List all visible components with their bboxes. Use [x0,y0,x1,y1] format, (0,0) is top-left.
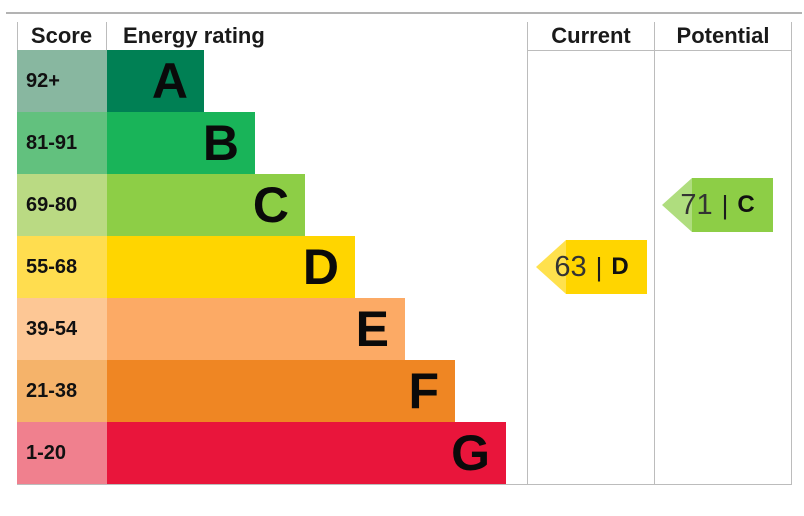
band-letter: C [252,177,289,233]
band-letter: G [451,425,490,481]
band-bar-g: G [107,422,506,484]
column-header-energy-rating: Energy rating [123,23,265,48]
potential-band-letter: C [737,191,755,218]
band-bar-e: E [107,298,405,360]
current-score-value: 63 [554,250,587,283]
current-rating-text: 63 | D [536,240,647,294]
score-cell: 39-54 [17,298,107,360]
band-rows: 92+ A 81-91 B 69-80 C 55-68 D 39-54 E 21… [17,50,528,484]
grid-line [654,22,655,484]
band-row-c: 69-80 C [17,174,528,236]
band-letter: B [202,115,239,171]
band-bar-c: C [107,174,305,236]
score-cell: 81-91 [17,112,107,174]
rating-separator: | [721,189,729,220]
grid-line [791,22,792,484]
grid-line [17,22,18,50]
band-row-f: 21-38 F [17,360,528,422]
rating-separator: | [595,251,603,282]
score-cell: 55-68 [17,236,107,298]
band-row-g: 1-20 G [17,422,528,484]
band-row-a: 92+ A [17,50,528,112]
band-bar-d: D [107,236,355,298]
band-letter: A [151,53,188,109]
score-cell: 1-20 [17,422,107,484]
band-letter: D [302,239,339,295]
score-cell: 92+ [17,50,107,112]
band-row-b: 81-91 B [17,112,528,174]
top-border-line [6,12,802,14]
column-header-potential: Potential [676,23,770,48]
bottom-border-line [17,484,792,485]
left-arrow-shape [536,240,647,294]
score-cell: 21-38 [17,360,107,422]
current-band-letter: D [611,253,629,280]
potential-rating-text: 71 | C [662,178,773,232]
left-arrow-shape [662,178,773,232]
grid-line [527,50,792,51]
band-bar-f: F [107,360,455,422]
potential-score-value: 71 [680,188,713,221]
band-row-d: 55-68 D [17,236,528,298]
band-letter: E [355,301,389,357]
potential-rating-arrow: 71 | C [662,178,773,232]
column-header-score: Score [30,23,93,48]
band-row-e: 39-54 E [17,298,528,360]
score-cell: 69-80 [17,174,107,236]
column-header-current: Current [551,23,631,48]
current-rating-arrow: 63 | D [536,240,647,294]
band-bar-b: B [107,112,255,174]
band-letter: F [408,363,439,419]
band-bar-a: A [107,50,204,112]
grid-line [527,22,528,484]
grid-line [106,22,107,50]
